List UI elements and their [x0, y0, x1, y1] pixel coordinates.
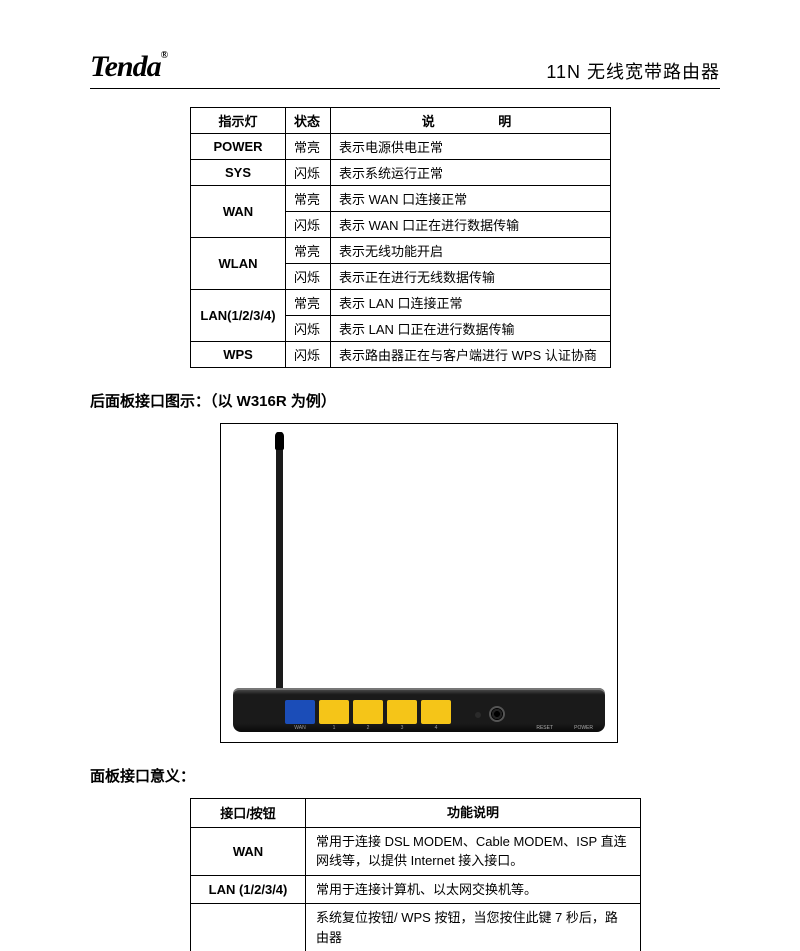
port-label: 2	[353, 725, 383, 731]
wan-port-icon	[285, 700, 315, 724]
lan-port-1-icon	[319, 700, 349, 724]
table-row: 系统复位按钮/ WPS 按钮，当您按住此键 7 秒后，路由器	[191, 904, 641, 951]
lan-port-2-icon	[353, 700, 383, 724]
th-function: 功能说明	[306, 799, 641, 828]
th-led: 指示灯	[191, 108, 286, 134]
table-row: SYS 闪烁 表示系统运行正常	[191, 160, 611, 186]
port-label: WAN	[285, 725, 315, 731]
th-interface: 接口/按钮	[191, 799, 306, 828]
table-row: LAN(1/2/3/4) 常亮 表示 LAN 口连接正常	[191, 290, 611, 316]
reset-label: RESET	[536, 725, 553, 731]
reset-button-icon	[475, 712, 481, 718]
table-row: LAN (1/2/3/4) 常用于连接计算机、以太网交换机等。	[191, 875, 641, 904]
port-label: 3	[387, 725, 417, 731]
port-label: 4	[421, 725, 451, 731]
table-row: WLAN 常亮 表示无线功能开启	[191, 238, 611, 264]
section-rear-panel-title: 后面板接口图示：（以 W316R 为例）	[90, 390, 720, 411]
port-label: 1	[319, 725, 349, 731]
table-row: WPS 闪烁 表示路由器正在与客户端进行 WPS 认证协商	[191, 342, 611, 368]
router-rear-figure: WAN 1 2 3 4 RESET POWER	[220, 423, 618, 743]
th-state: 状态	[286, 108, 331, 134]
table-row: WAN 常用于连接 DSL MODEM、Cable MODEM、ISP 直连网线…	[191, 827, 641, 875]
page-header: Tenda® 11N 无线宽带路由器	[90, 50, 720, 89]
table-row: WAN 常亮 表示 WAN 口连接正常	[191, 186, 611, 212]
lan-port-3-icon	[387, 700, 417, 724]
lan-port-4-icon	[421, 700, 451, 724]
power-label: POWER	[574, 725, 593, 731]
section-iface-title: 面板接口意义：	[90, 765, 720, 786]
interface-table: 接口/按钮 功能说明 WAN 常用于连接 DSL MODEM、Cable MOD…	[190, 798, 641, 951]
table-row: POWER 常亮 表示电源供电正常	[191, 134, 611, 160]
power-jack-icon	[489, 706, 505, 722]
doc-title: 11N 无线宽带路由器	[546, 58, 720, 84]
th-desc: 说 明	[331, 108, 611, 134]
brand-logo: Tenda®	[90, 50, 167, 84]
antenna-icon	[276, 432, 283, 700]
brand-text: Tenda	[90, 50, 161, 83]
router-body: WAN 1 2 3 4 RESET POWER	[233, 688, 605, 732]
port-labels-row: WAN 1 2 3 4	[285, 725, 451, 731]
ports-row	[285, 700, 505, 724]
led-status-table: 指示灯 状态 说 明 POWER 常亮 表示电源供电正常 SYS 闪烁 表示系统…	[190, 107, 611, 368]
